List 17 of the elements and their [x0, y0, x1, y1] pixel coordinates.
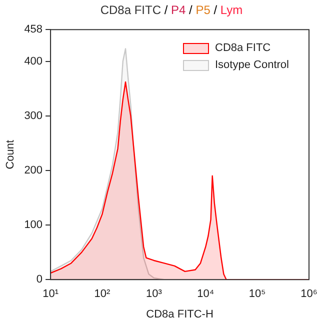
- y-tick-label: 100: [24, 219, 43, 232]
- x-tick-label: 10¹: [42, 288, 59, 300]
- y-tick-label: 400: [24, 55, 43, 68]
- y-tick-label: 200: [24, 164, 43, 176]
- x-tick-label: 10⁴: [197, 288, 214, 300]
- y-tick-label: 300: [24, 110, 43, 122]
- y-tick-label: 458: [24, 24, 43, 36]
- legend-label: CD8a FITC: [215, 40, 271, 56]
- legend-label: Isotype Control: [215, 58, 289, 73]
- y-axis-title: Count: [4, 140, 17, 170]
- x-tick-label: 10⁶: [300, 288, 318, 300]
- chart-title: CD8a FITC / P4 / P5 / Lym: [100, 3, 243, 17]
- y-tick-label: 0: [36, 274, 43, 286]
- x-tick-label: 10²: [94, 288, 111, 300]
- x-tick-label: 10⁵: [248, 288, 266, 300]
- x-axis-title: CD8a FITC-H: [146, 308, 214, 320]
- x-tick-label: 10³: [146, 288, 162, 300]
